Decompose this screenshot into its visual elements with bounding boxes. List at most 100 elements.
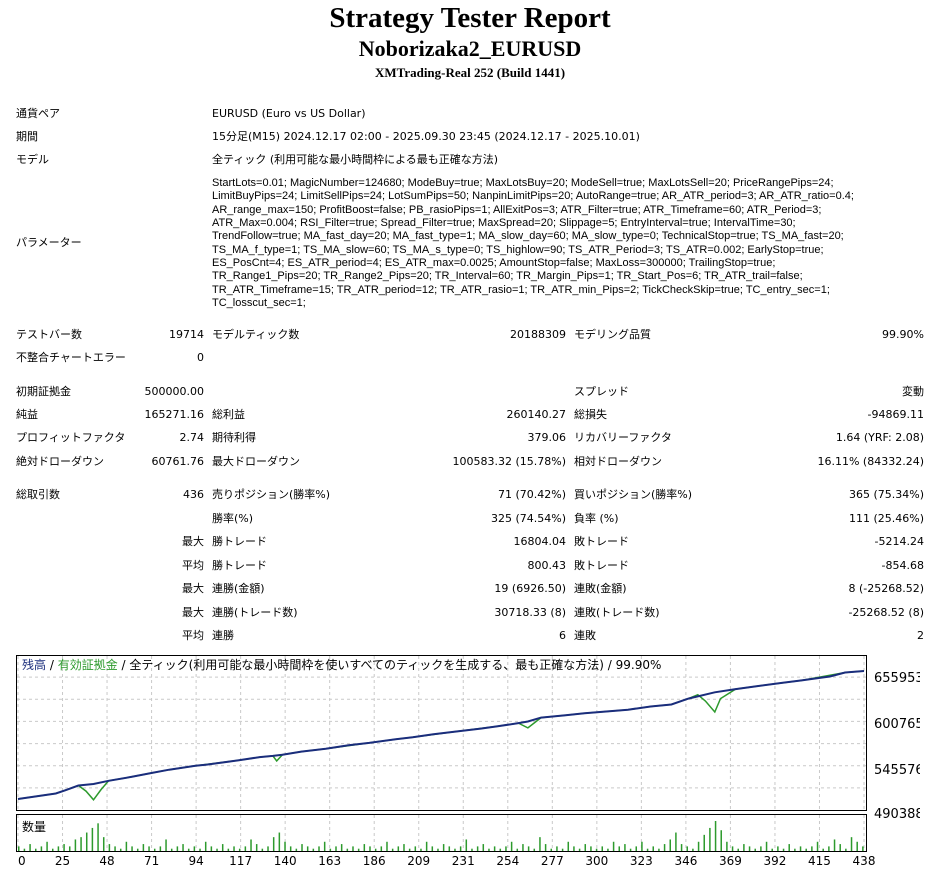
mismatch-label: 不整合チャートエラー [16,351,126,364]
recovery-value: 1.64 (YRF: 2.08) [835,431,924,444]
main-plot-border [16,655,867,811]
long-label: 買いポジション(勝率%) [574,488,693,501]
win-trade-label: 勝トレード [212,535,267,548]
volume-bar [255,844,258,851]
volume-bar [754,848,756,851]
volume-bar [227,848,230,851]
volume-bar [573,846,575,851]
volume-bar [737,848,739,851]
volume-bar [119,848,122,851]
volume-bar [794,848,796,851]
params-line: ES_PosCnt=4; ES_ATR_period=4; ES_ATR_max… [212,257,776,270]
max-dd-value: 100583.32 (15.78%) [452,455,566,468]
volume-bar [601,846,604,851]
volume-bar [663,844,666,851]
winrate-label: 勝率(%) [212,512,254,525]
bars-value: 19714 [169,328,204,341]
winrate-value: 325 (74.54%) [490,512,566,525]
volume-bar [199,848,201,851]
quality-value: 99.90% [882,328,924,341]
deposit-value: 500000.00 [144,385,205,398]
max-dd-label: 最大ドローダウン [212,455,300,468]
volume-bar [408,848,411,851]
volume-bar [777,846,779,851]
volume-bar [210,846,213,851]
avg-cons-win-label: 連勝 [212,629,234,642]
volume-bar [91,827,94,851]
avg-cons-loss-value: 2 [917,629,924,642]
avg-label: 平均 [182,629,204,642]
gross-profit-label: 総利益 [212,408,245,421]
volume-bar [726,841,728,851]
volume-bar [250,839,252,851]
volume-bar [176,846,179,851]
volume-bar [652,846,654,851]
volume-bar [221,844,224,851]
volume-bar [233,846,235,851]
volume-bar [675,832,677,851]
legend-balance: 残高 [22,658,47,672]
symbol-value: EURUSD (Euro vs US Dollar) [212,107,366,120]
params-label: パラメーター [16,236,82,249]
volume-bar [46,841,48,851]
parameters-block: StartLots=0.01; MagicNumber=124680; Mode… [212,177,924,310]
pf-label: プロフィットファクタ [16,431,126,444]
params-line: TS_MA_f_type=1; TS_MA_slow=60; TS_MA_s_t… [212,243,824,256]
params-line: ATR_Max=0.004; RSI_Filter=true; Spread_F… [212,217,796,230]
abs-dd-value: 60761.76 [151,455,205,468]
y-tick-label: 655953 [874,671,920,686]
volume-bar [289,846,292,851]
volume-bar [720,830,722,851]
volume-bar [624,844,626,851]
ticks-label: モデルティック数 [212,328,300,341]
volume-bar [488,848,490,851]
volume-bar [635,846,638,851]
period-label: 期間 [16,130,38,143]
volume-bar [318,846,320,851]
volume-bar [561,848,564,851]
cons-loss-count-label: 連敗(トレード数) [574,606,660,619]
volume-bar [595,848,598,851]
volume-bar [374,848,377,851]
cons-loss-money-value: 8 (-25268.52) [848,582,924,595]
spread-value: 変動 [902,385,924,398]
params-line: StartLots=0.01; MagicNumber=124680; Mode… [212,177,834,189]
loss-trade-label: 敗トレード [574,535,629,548]
volume-bar [788,844,790,851]
cons-win-count-value: 30718.33 (8) [494,606,566,619]
volume-bar [312,848,315,851]
rel-dd-label: 相対ドローダウン [574,455,662,468]
ticks-value: 20188309 [510,328,566,341]
gross-loss-value: -94869.11 [867,408,924,421]
volume-bar [187,848,190,851]
y-tick-label: 545576 [874,763,920,778]
model-label: モデル [16,153,49,166]
volume-bar [238,848,241,851]
lossrate-label: 負率 (%) [574,512,619,525]
volume-bar [193,846,196,851]
volume-bar [114,846,116,851]
volume-bar [414,846,417,851]
volume-bar [499,848,502,851]
report-subtitle: Noborizaka2_EURUSD [358,36,582,61]
volume-bar [533,848,536,851]
volume-bar [816,841,819,851]
volume-bar [714,821,717,851]
volume-bar [629,848,632,851]
trades-value: 436 [183,488,204,501]
x-tick-label: 209 [407,854,430,868]
volume-bar [590,846,592,851]
abs-dd-label: 絶対ドローダウン [16,455,104,468]
x-tick-label: 300 [585,854,608,868]
x-tick-label: 369 [719,854,742,868]
volume-bar [97,823,99,851]
volume-bar [703,834,705,851]
cons-win-count-label: 連勝(トレード数) [212,606,298,619]
legend-equity: 有効証拠金 [57,658,118,672]
volume-bar [391,848,394,851]
volume-bar [63,844,65,851]
volume-bar [771,848,773,851]
max-label: 最大 [182,582,204,595]
volume-bar [346,848,349,851]
volume-bar [170,848,173,851]
